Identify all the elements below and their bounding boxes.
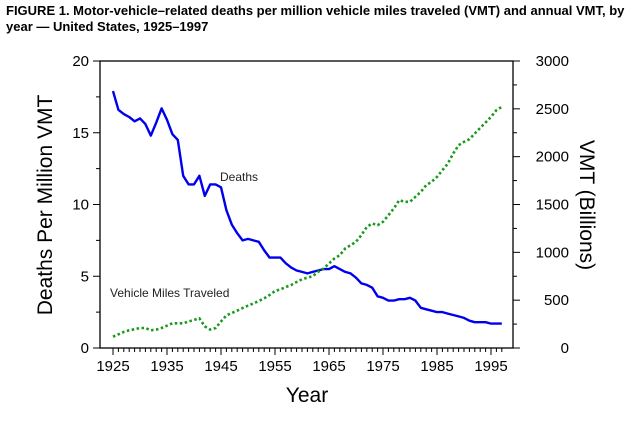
series-lines	[111, 90, 503, 338]
y2-tick-label: 500	[544, 292, 569, 309]
y-axis-label: Deaths Per Million VMT	[34, 95, 57, 316]
x-tick-label: 1965	[312, 358, 345, 375]
y2-axis-label: VMT (Billions)	[575, 140, 598, 270]
y2-tick-label: 2500	[536, 101, 569, 118]
x-tick-label: 1975	[366, 358, 399, 375]
axes: 1925 1935 1945 1955 1965 1975 1985 1995 0 5 10 15 20…	[72, 53, 569, 375]
x-tick-label: 1925	[96, 358, 129, 375]
vmt-line	[112, 105, 503, 338]
y2-tick-label: 3000	[536, 53, 569, 70]
y2-tick-label: 1500	[536, 197, 569, 214]
y-tick-label: 5	[81, 268, 89, 285]
x-tick-label: 1935	[150, 358, 183, 375]
y-tick-label: 20	[72, 53, 89, 70]
x-axis-label: Year	[286, 384, 328, 407]
y2-tick-label: 1000	[536, 244, 569, 261]
y-tick-label: 10	[72, 197, 89, 214]
y-tick-label: 0	[81, 340, 89, 357]
deaths-line	[111, 90, 502, 325]
y-tick-label: 15	[72, 125, 89, 142]
vmt-series-label: Vehicle Miles Traveled	[110, 286, 229, 300]
x-tick-label: 1985	[420, 358, 453, 375]
y2-tick-label: 2000	[536, 149, 569, 166]
x-tick-label: 1995	[474, 358, 507, 375]
y2-tick-label: 0	[561, 340, 569, 357]
x-tick-label: 1945	[204, 358, 237, 375]
x-tick-label: 1955	[258, 358, 291, 375]
plot-frame	[99, 60, 514, 349]
chart-title: FIGURE 1. Motor-vehicle–related deaths p…	[6, 3, 625, 34]
deaths-series-label: Deaths	[220, 170, 258, 184]
